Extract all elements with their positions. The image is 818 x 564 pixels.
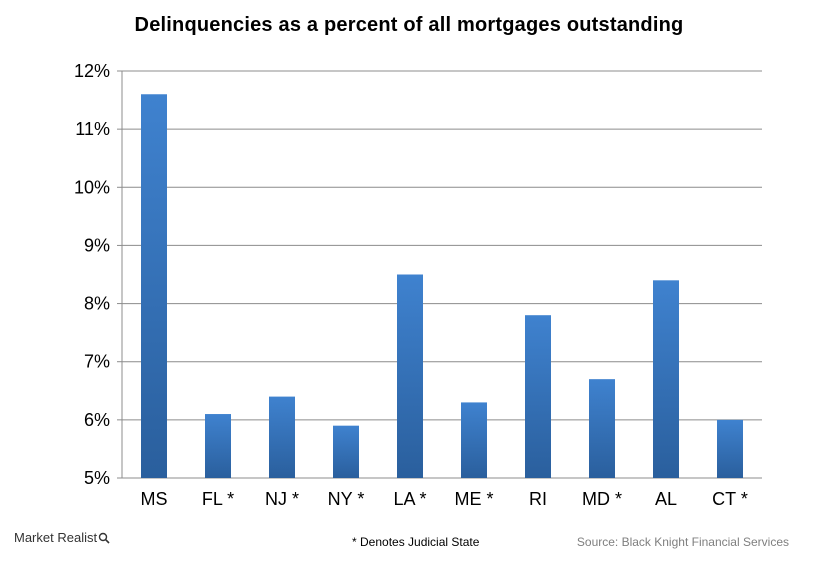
y-tick-label: 12% (74, 61, 110, 81)
x-tick-label: NY * (328, 489, 365, 509)
bar (653, 280, 679, 478)
bar (461, 402, 487, 478)
y-tick-label: 6% (84, 410, 110, 430)
y-tick-label: 7% (84, 352, 110, 372)
brand-logo: Market Realist (14, 530, 110, 545)
x-tick-label: AL (655, 489, 677, 509)
bar (589, 379, 615, 478)
source-note: Source: Black Knight Financial Services (576, 535, 789, 549)
x-tick-label: LA * (393, 489, 426, 509)
bar (333, 425, 359, 478)
x-tick-label: FL * (202, 489, 234, 509)
y-tick-label: 5% (84, 468, 110, 488)
x-tick-label: RI (529, 489, 547, 509)
brand-name: Market Realist (14, 530, 98, 545)
bar (269, 396, 295, 478)
bar (397, 274, 423, 478)
y-tick-label: 11% (75, 119, 110, 139)
bar (717, 419, 743, 478)
bar (141, 94, 167, 478)
footnote: * Denotes Judicial State (352, 535, 480, 549)
magnifier-icon (98, 532, 110, 544)
chart-title: Delinquencies as a percent of all mortga… (134, 14, 684, 36)
x-tick-label: MD * (582, 489, 622, 509)
y-tick-label: 8% (84, 294, 110, 314)
bar (525, 315, 551, 478)
y-tick-label: 10% (74, 177, 110, 197)
x-tick-label: NJ * (265, 489, 299, 509)
x-tick-label: CT * (712, 489, 748, 509)
bar (205, 414, 231, 478)
x-tick-label: MS (141, 489, 168, 509)
y-tick-label: 9% (84, 235, 110, 255)
x-tick-label: ME * (454, 489, 493, 509)
